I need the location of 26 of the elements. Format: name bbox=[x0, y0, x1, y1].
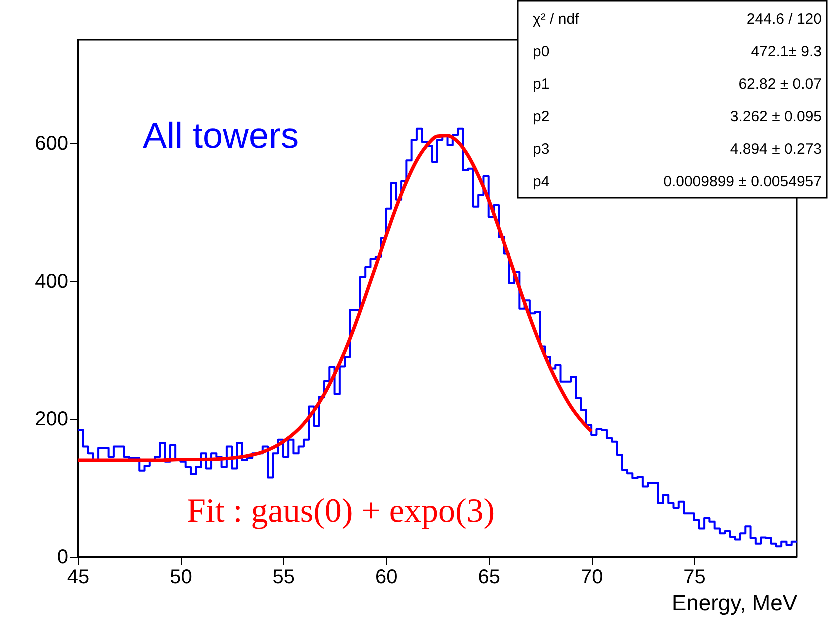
x-tick-label: 65 bbox=[478, 566, 500, 588]
x-tick-label: 75 bbox=[684, 566, 706, 588]
x-axis-title: Energy, MeV bbox=[672, 590, 798, 616]
y-tick-label: 400 bbox=[35, 270, 68, 293]
y-tick-label: 0 bbox=[57, 546, 68, 568]
x-tick-label: 45 bbox=[67, 566, 90, 588]
annotation: 62.82 ± 0.07 bbox=[738, 76, 822, 93]
annotation: 4.894 ± 0.273 bbox=[730, 141, 822, 158]
text: 244.6 / 120 bbox=[746, 11, 822, 28]
annotation: Fit : gaus(0) + expo(3) bbox=[187, 493, 496, 530]
annotation: 3.262 ± 0.095 bbox=[730, 108, 822, 126]
x-tick-label: 70 bbox=[580, 566, 604, 588]
annotation: p1 bbox=[533, 76, 550, 93]
y-tick-label: 600 bbox=[35, 132, 68, 155]
annotation: p4 bbox=[533, 174, 550, 190]
x-tick-label: 55 bbox=[272, 566, 296, 588]
annotation: p3 bbox=[533, 141, 550, 158]
annotation: p0 bbox=[533, 44, 550, 60]
annotation: 472.1± 9.3 bbox=[751, 44, 822, 60]
annotation: 0.0009899 ± 0.0054957 bbox=[664, 174, 822, 190]
annotation: All towers bbox=[143, 115, 300, 156]
y-tick-label: 200 bbox=[35, 408, 68, 431]
text: χ² / ndf bbox=[533, 11, 580, 28]
x-tick-label: 50 bbox=[170, 566, 192, 588]
x-tick-label: 60 bbox=[376, 566, 398, 588]
annotation: p2 bbox=[533, 108, 550, 126]
